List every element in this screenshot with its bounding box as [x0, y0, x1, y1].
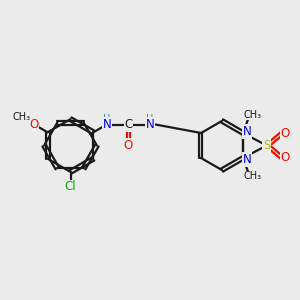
- Text: N: N: [242, 153, 251, 166]
- Text: O: O: [281, 151, 290, 164]
- Text: CH₃: CH₃: [13, 112, 31, 122]
- Text: CH₃: CH₃: [243, 171, 261, 182]
- Text: N: N: [242, 125, 251, 138]
- Text: H: H: [146, 114, 154, 124]
- Text: C: C: [124, 118, 133, 131]
- Text: O: O: [29, 118, 39, 131]
- Text: Cl: Cl: [65, 180, 76, 194]
- Text: O: O: [124, 139, 133, 152]
- Text: N: N: [103, 118, 111, 131]
- Text: O: O: [281, 127, 290, 140]
- Text: H: H: [103, 114, 111, 124]
- Text: N: N: [146, 118, 154, 131]
- Text: S: S: [263, 139, 270, 152]
- Text: CH₃: CH₃: [243, 110, 261, 120]
